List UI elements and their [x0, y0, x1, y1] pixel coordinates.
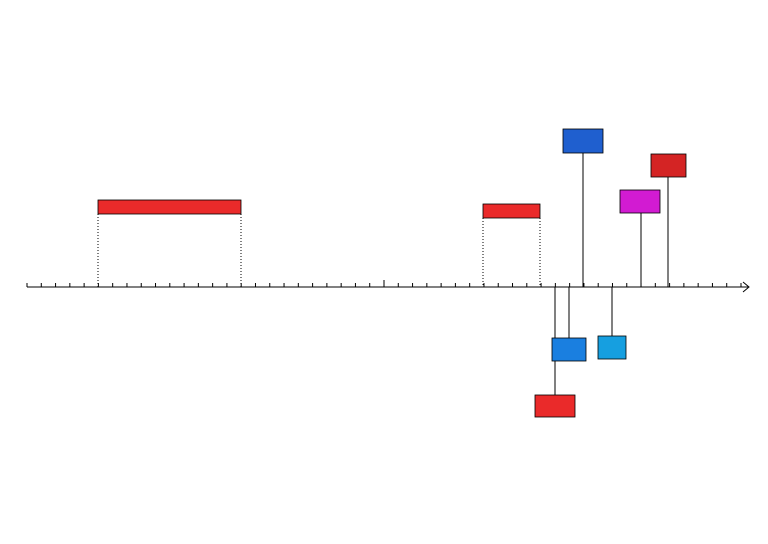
event-box — [597, 335, 627, 360]
event-box — [534, 394, 576, 418]
event-box — [551, 337, 587, 362]
event-box — [562, 128, 604, 154]
axis-arrow — [742, 281, 750, 293]
event-box — [650, 153, 687, 178]
span-bar — [97, 199, 242, 215]
span-bar — [482, 203, 541, 219]
event-box — [619, 189, 661, 214]
